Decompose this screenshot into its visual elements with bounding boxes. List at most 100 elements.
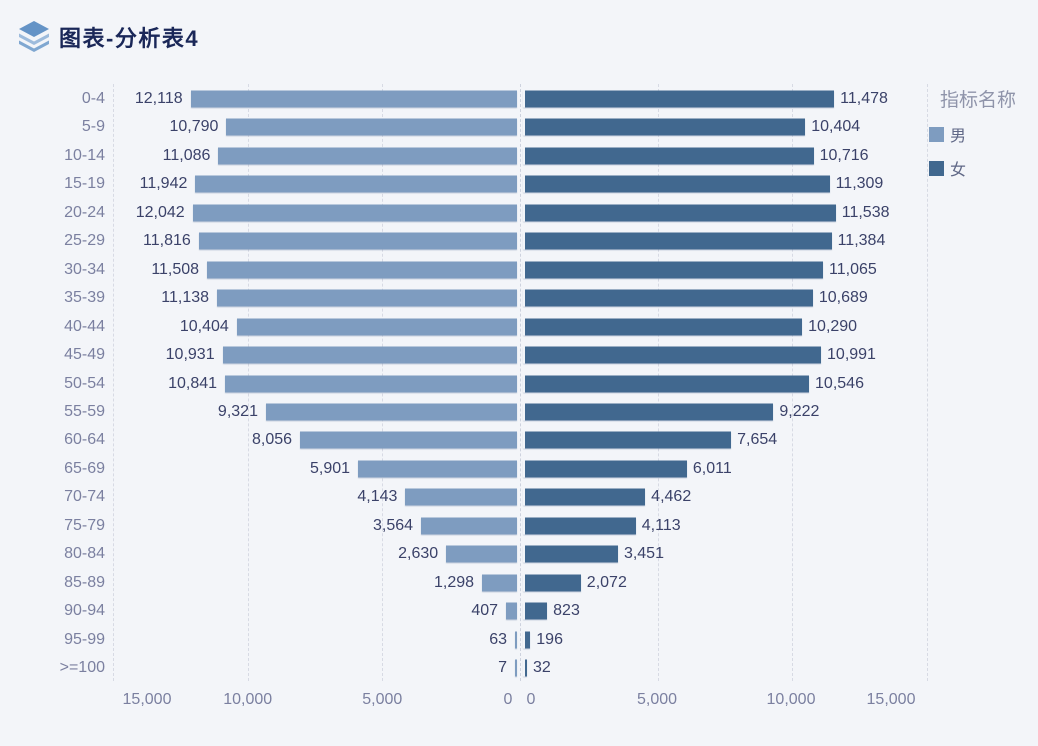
male-bar[interactable] — [225, 375, 517, 392]
female-bar[interactable] — [523, 574, 581, 592]
female-value-label: 4,462 — [651, 488, 692, 506]
male-bar[interactable] — [446, 545, 517, 563]
female-bar[interactable] — [523, 375, 810, 392]
x-axis-tick-right: 5,000 — [636, 691, 678, 708]
male-bar[interactable] — [265, 403, 517, 421]
female-bar[interactable] — [523, 346, 822, 364]
male-bar[interactable] — [515, 631, 517, 649]
age-label: 25-29 — [64, 232, 105, 250]
female-bar[interactable] — [523, 261, 824, 279]
female-value-label: 4,113 — [641, 516, 681, 534]
female-bar[interactable] — [523, 460, 687, 478]
x-axis-tick-right: 10,000 — [766, 691, 816, 708]
female-bar[interactable] — [523, 175, 830, 193]
female-bar[interactable] — [523, 232, 832, 250]
x-axis-tick-left: 0 — [503, 691, 513, 708]
age-label: 40-44 — [64, 317, 105, 335]
female-value-label: 32 — [533, 659, 551, 676]
chart-header: 图表-分析表4 — [16, 20, 199, 53]
age-label: 10-14 — [64, 146, 105, 164]
male-bar[interactable] — [515, 659, 517, 677]
male-value-label: 63 — [489, 630, 507, 648]
male-value-label: 1,298 — [434, 573, 475, 591]
male-bar[interactable] — [358, 460, 517, 478]
legend-label-female: 女 — [950, 162, 967, 179]
male-bar[interactable] — [207, 261, 517, 279]
female-bar[interactable] — [523, 204, 836, 222]
male-bar[interactable] — [506, 602, 517, 620]
female-value-label: 10,689 — [818, 289, 868, 307]
male-bar[interactable] — [195, 175, 517, 193]
female-value-label: 9,222 — [779, 402, 820, 420]
female-bar[interactable] — [523, 403, 774, 421]
male-value-label: 10,841 — [168, 374, 218, 392]
female-value-label: 823 — [553, 602, 580, 620]
male-value-label: 10,931 — [165, 346, 215, 364]
age-label: 55-59 — [64, 402, 105, 420]
male-bar[interactable] — [222, 346, 517, 364]
age-label: 20-24 — [64, 203, 105, 221]
legend: 指标名称 男 女 — [929, 85, 1016, 180]
x-axis-tick-right: 15,000 — [866, 691, 916, 708]
grid-line — [927, 84, 928, 681]
male-bar[interactable] — [236, 318, 517, 336]
male-value-label: 12,118 — [134, 90, 183, 107]
female-bar[interactable] — [523, 289, 813, 307]
female-value-label: 2,072 — [586, 573, 627, 591]
male-bar[interactable] — [421, 517, 517, 535]
x-axis-tick-left: 10,000 — [223, 691, 273, 708]
age-label: 15-19 — [64, 175, 105, 193]
legend-label-male: 男 — [950, 128, 967, 145]
female-bar[interactable] — [523, 659, 527, 677]
legend-item-male[interactable]: 男 — [929, 122, 1016, 146]
page-title: 图表-分析表4 — [59, 25, 200, 51]
female-bar[interactable] — [523, 631, 531, 649]
female-bar[interactable] — [523, 517, 636, 535]
male-value-label: 8,056 — [251, 431, 293, 449]
male-value-label: 11,086 — [162, 146, 211, 164]
female-value-label: 11,478 — [840, 90, 888, 107]
female-bar[interactable] — [523, 318, 803, 336]
male-bar[interactable] — [192, 204, 517, 222]
age-label: >=100 — [59, 659, 105, 676]
male-value-label: 4,143 — [357, 488, 398, 506]
female-bar[interactable] — [523, 90, 835, 108]
female-bar[interactable] — [523, 545, 618, 563]
female-bar[interactable] — [523, 118, 806, 136]
male-bar[interactable] — [218, 147, 517, 165]
male-value-label: 10,404 — [179, 317, 229, 335]
x-axis-tick-left: 15,000 — [122, 691, 172, 708]
female-bar[interactable] — [523, 488, 646, 506]
x-axis-tick-right: 0 — [526, 691, 536, 708]
age-label: 0-4 — [81, 90, 105, 107]
male-bar[interactable] — [482, 574, 517, 592]
age-label: 45-49 — [64, 346, 105, 364]
male-value-label: 12,042 — [135, 203, 185, 221]
male-bar[interactable] — [226, 118, 517, 136]
male-value-label: 11,816 — [143, 232, 191, 250]
male-bar[interactable] — [405, 488, 517, 506]
male-value-label: 3,564 — [372, 516, 414, 534]
x-axis-tick-left: 5,000 — [362, 691, 403, 708]
age-label: 60-64 — [64, 431, 105, 449]
female-bar[interactable] — [523, 431, 732, 449]
male-bar[interactable] — [300, 431, 517, 449]
layers-icon — [16, 20, 52, 53]
male-value-label: 7 — [498, 659, 507, 676]
male-value-label: 11,508 — [151, 260, 200, 278]
female-value-label: 11,538 — [841, 203, 890, 221]
age-label: 70-74 — [64, 488, 105, 506]
center-axis-line — [520, 84, 521, 681]
legend-title: 指标名称 — [940, 90, 1017, 111]
female-value-label: 6,011 — [692, 459, 732, 477]
male-bar[interactable] — [198, 232, 517, 250]
female-bar[interactable] — [523, 602, 548, 620]
male-bar[interactable] — [190, 90, 517, 108]
male-bar[interactable] — [217, 289, 517, 307]
grid-line — [113, 84, 114, 681]
female-value-label: 10,991 — [827, 346, 876, 364]
female-bar[interactable] — [523, 147, 814, 165]
female-value-label: 11,309 — [835, 175, 884, 193]
legend-item-female[interactable]: 女 — [929, 156, 1016, 180]
